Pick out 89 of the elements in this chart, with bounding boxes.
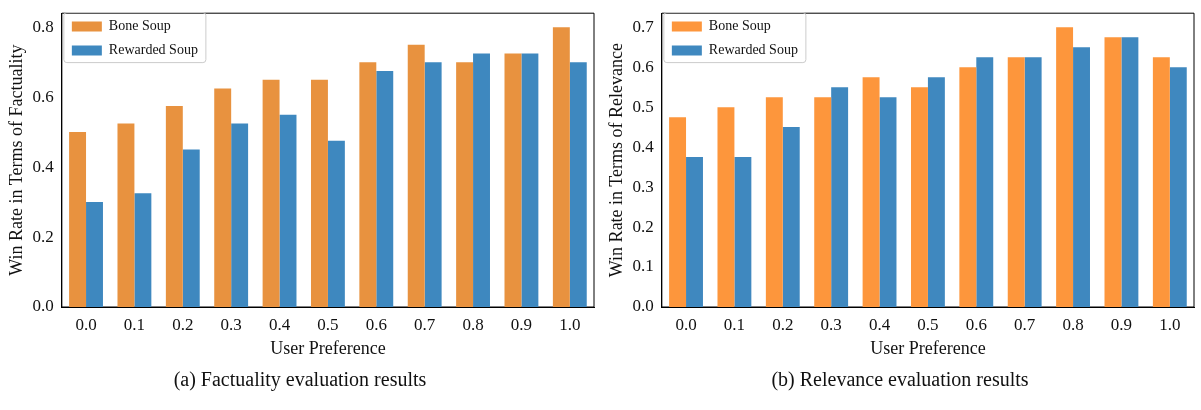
- bar: [552, 27, 570, 307]
- y-tick-label: 0.5: [632, 96, 654, 116]
- x-axis-title: User Preference: [270, 337, 386, 358]
- bar: [521, 53, 539, 307]
- bar: [1007, 57, 1025, 307]
- x-tick-label: 0.6: [965, 314, 987, 334]
- x-tick-label: 0.9: [510, 314, 533, 334]
- bar: [831, 87, 849, 307]
- legend-label: Bone Soup: [708, 18, 771, 34]
- bar: [279, 114, 297, 307]
- bar: [734, 157, 752, 307]
- bar: [976, 57, 994, 307]
- bar: [424, 62, 442, 307]
- bar: [231, 123, 249, 307]
- y-tick-label: 0.2: [632, 216, 654, 236]
- bar: [86, 202, 103, 307]
- bar: [1169, 67, 1187, 307]
- y-tick-label: 0.0: [632, 296, 654, 316]
- bar: [1056, 27, 1074, 307]
- y-tick-label: 0.4: [632, 136, 655, 156]
- bar: [327, 140, 345, 307]
- bar: [1104, 37, 1122, 307]
- x-tick-label: 0.9: [1110, 314, 1133, 334]
- x-tick-label: 0.4: [868, 314, 891, 334]
- bar: [214, 88, 232, 307]
- x-tick-label: 0.0: [75, 314, 97, 334]
- y-tick-label: 0.7: [632, 16, 655, 36]
- bar: [814, 97, 832, 307]
- x-tick-label: 0.1: [723, 314, 746, 334]
- bar: [310, 79, 328, 307]
- x-tick-label: 0.5: [317, 314, 339, 334]
- bar: [262, 79, 280, 307]
- bar: [134, 193, 152, 307]
- x-tick-label: 1.0: [559, 314, 581, 334]
- y-tick-label: 0.3: [632, 176, 654, 196]
- y-axis-title: Win Rate in Terms of Factuality: [5, 44, 26, 276]
- bar: [473, 53, 490, 307]
- y-tick-label: 0.2: [32, 226, 54, 246]
- bar: [862, 77, 880, 307]
- bar: [1024, 57, 1042, 307]
- bar: [359, 62, 377, 307]
- y-tick-label: 0.6: [632, 56, 654, 76]
- x-tick-label: 0.2: [172, 314, 194, 334]
- bar: [117, 123, 135, 307]
- x-tick-label: 0.0: [675, 314, 697, 334]
- bar: [879, 97, 897, 307]
- x-tick-label: 0.2: [772, 314, 794, 334]
- x-tick-label: 0.3: [820, 314, 842, 334]
- x-tick-label: 0.4: [268, 314, 291, 334]
- legend-label: Rewarded Soup: [108, 42, 198, 58]
- bar: [1152, 57, 1170, 307]
- bar: [959, 67, 977, 307]
- x-tick-label: 0.7: [1014, 314, 1036, 334]
- bar: [717, 107, 735, 307]
- x-axis-title: User Preference: [870, 337, 986, 358]
- x-tick-label: 0.5: [917, 314, 939, 334]
- bar: [504, 53, 522, 307]
- bar: [1073, 47, 1090, 307]
- y-tick-label: 0.1: [632, 256, 654, 276]
- x-tick-label: 0.7: [414, 314, 436, 334]
- bar: [165, 105, 183, 307]
- bar: [669, 117, 687, 307]
- y-axis-title: Win Rate in Terms of Relevance: [605, 43, 626, 278]
- bar: [569, 62, 587, 307]
- text: (b) Relevance evaluation results: [770, 368, 1030, 391]
- x-tick-label: 0.8: [462, 314, 484, 334]
- bar: [927, 77, 945, 307]
- bar: [686, 157, 703, 307]
- x-tick-label: 0.6: [365, 314, 387, 334]
- bar: [182, 149, 200, 307]
- bar: [765, 97, 783, 307]
- x-tick-label: 0.8: [1062, 314, 1084, 334]
- bar: [407, 44, 425, 307]
- y-tick-label: 0.0: [32, 296, 54, 316]
- bar: [1121, 37, 1139, 307]
- text: (a) Factuality evaluation results: [172, 368, 428, 391]
- y-tick-label: 0.6: [32, 86, 54, 106]
- bar: [456, 62, 474, 307]
- x-tick-label: 1.0: [1159, 314, 1181, 334]
- bar: [910, 87, 928, 307]
- y-tick-label: 0.4: [32, 156, 55, 176]
- x-tick-label: 0.3: [220, 314, 242, 334]
- y-tick-label: 0.8: [32, 16, 54, 36]
- legend-label: Rewarded Soup: [708, 42, 798, 58]
- bar: [69, 132, 87, 307]
- bar: [376, 70, 394, 307]
- x-tick-label: 0.1: [123, 314, 146, 334]
- legend-label: Bone Soup: [108, 18, 171, 34]
- bar: [782, 127, 800, 307]
